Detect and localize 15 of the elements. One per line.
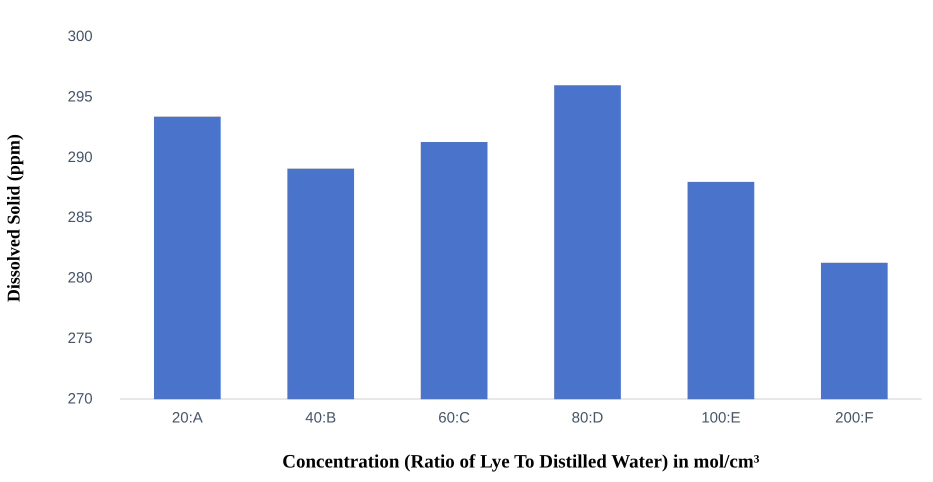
x-axis-title: Concentration (Ratio of Lye To Distilled Water) in mol/cm³ bbox=[282, 452, 760, 473]
x-tick-label: 20:A bbox=[172, 409, 203, 426]
y-tick-label: 300 bbox=[68, 28, 93, 46]
y-tick-label: 270 bbox=[68, 390, 93, 408]
x-tick-label: 80:D bbox=[572, 409, 604, 426]
y-axis-title: Dissolved Solid (ppm) bbox=[3, 134, 24, 302]
x-tick-label: 40:B bbox=[305, 409, 336, 426]
x-tick-label: 100:E bbox=[701, 409, 741, 426]
y-tick-label: 290 bbox=[68, 148, 93, 166]
y-tick-label: 285 bbox=[68, 209, 93, 226]
x-tick-label: 200:F bbox=[835, 409, 874, 426]
y-tick-label: 280 bbox=[68, 270, 93, 287]
y-tick-label: 275 bbox=[68, 330, 93, 347]
x-tick-label: 60:C bbox=[438, 409, 470, 426]
y-tick-label: 295 bbox=[68, 88, 93, 106]
